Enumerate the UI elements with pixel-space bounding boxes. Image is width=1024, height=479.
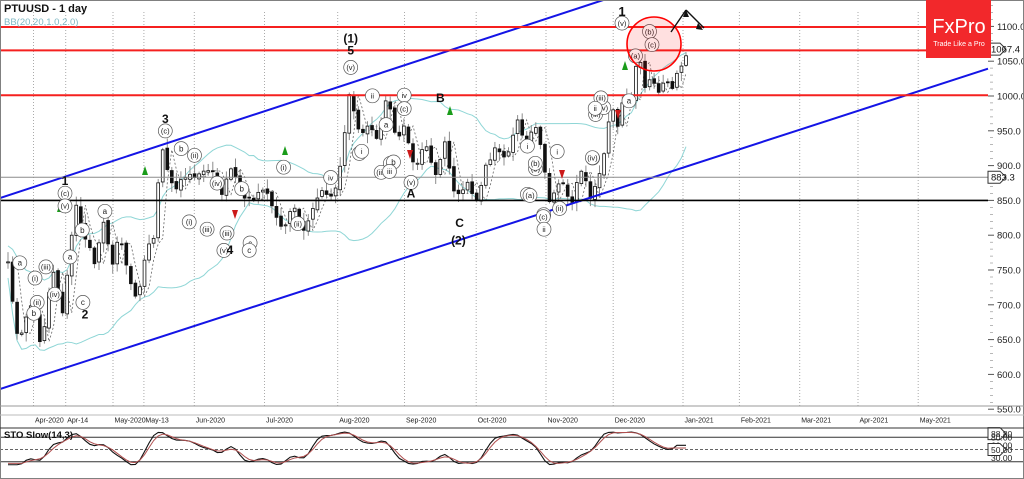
- svg-text:Jul-2020: Jul-2020: [266, 418, 293, 425]
- svg-text:a: a: [384, 120, 389, 129]
- svg-text:1000.0: 1000.0: [997, 92, 1024, 103]
- svg-text:(iii): (iii): [222, 229, 232, 238]
- svg-text:1050.0: 1050.0: [997, 57, 1024, 68]
- svg-text:iv: iv: [328, 173, 334, 182]
- svg-text:(b): (b): [531, 159, 541, 168]
- svg-text:(ii): (ii): [294, 219, 303, 228]
- svg-text:1: 1: [618, 4, 625, 19]
- svg-text:(c): (c): [161, 127, 170, 136]
- svg-text:650.0: 650.0: [997, 335, 1021, 346]
- svg-text:Aug-2020: Aug-2020: [339, 418, 369, 425]
- svg-text:5: 5: [347, 44, 354, 58]
- svg-text:1067.4: 1067.4: [991, 44, 1020, 55]
- svg-text:May-2020: May-2020: [115, 418, 146, 425]
- svg-text:Jan-2021: Jan-2021: [685, 418, 714, 425]
- svg-text:b: b: [179, 144, 184, 153]
- svg-text:4: 4: [227, 243, 234, 257]
- svg-text:ii: ii: [542, 225, 546, 234]
- svg-text:BB(20,20,1.0,2.0): BB(20,20,1.0,2.0): [4, 17, 78, 28]
- svg-text:b: b: [32, 309, 37, 318]
- svg-text:Jun-2020: Jun-2020: [196, 418, 225, 425]
- svg-text:(c): (c): [61, 189, 70, 198]
- svg-text:C: C: [455, 216, 464, 230]
- svg-text:Feb-2021: Feb-2021: [741, 418, 771, 425]
- svg-text:900.0: 900.0: [997, 161, 1021, 172]
- svg-text:Sep-2020: Sep-2020: [406, 418, 436, 425]
- svg-text:a: a: [627, 97, 632, 106]
- svg-text:iii: iii: [387, 167, 392, 176]
- svg-text:(iv): (iv): [49, 290, 60, 299]
- svg-text:Apr-14: Apr-14: [67, 418, 88, 425]
- svg-text:850.0: 850.0: [997, 196, 1021, 207]
- svg-text:(iv): (iv): [587, 154, 598, 163]
- svg-text:FxPro: FxPro: [932, 16, 985, 38]
- svg-text:(a): (a): [525, 191, 535, 200]
- svg-text:2: 2: [82, 308, 89, 322]
- svg-text:b: b: [239, 185, 244, 194]
- svg-text:(v): (v): [61, 202, 70, 211]
- svg-text:(i): (i): [280, 163, 287, 172]
- svg-text:c: c: [247, 246, 251, 255]
- svg-text:a: a: [103, 207, 108, 216]
- svg-text:883.3: 883.3: [991, 173, 1015, 184]
- svg-text:800.0: 800.0: [997, 231, 1021, 242]
- svg-text:750.0: 750.0: [997, 266, 1021, 277]
- svg-text:(c): (c): [539, 212, 548, 221]
- svg-text:(v): (v): [346, 63, 355, 72]
- svg-text:(2): (2): [451, 234, 466, 248]
- svg-text:600.0: 600.0: [997, 370, 1021, 381]
- svg-text:Apr-2021: Apr-2021: [860, 418, 889, 425]
- svg-text:PTUUSD - 1 day: PTUUSD - 1 day: [4, 3, 88, 15]
- svg-text:Dec-2020: Dec-2020: [615, 418, 645, 425]
- svg-text:30.00: 30.00: [991, 453, 1013, 463]
- svg-text:(ii): (ii): [33, 298, 42, 307]
- svg-text:Mar-2021: Mar-2021: [801, 418, 831, 425]
- svg-text:May-13: May-13: [145, 418, 168, 425]
- svg-text:Trade Like a Pro: Trade Like a Pro: [933, 41, 985, 48]
- svg-text:Apr-2020: Apr-2020: [35, 418, 64, 425]
- svg-text:May-2021: May-2021: [920, 418, 951, 425]
- svg-text:STO Slow(14,3): STO Slow(14,3): [4, 430, 73, 441]
- svg-text:(i): (i): [186, 218, 193, 227]
- svg-text:700.0: 700.0: [997, 300, 1021, 311]
- svg-text:950.0: 950.0: [997, 126, 1021, 137]
- svg-text:ii: ii: [594, 104, 598, 113]
- svg-text:a: a: [18, 259, 23, 268]
- svg-text:(iii): (iii): [202, 225, 212, 234]
- svg-text:(iii): (iii): [41, 263, 51, 272]
- svg-text:(v): (v): [618, 19, 627, 28]
- svg-text:a: a: [68, 253, 73, 262]
- svg-text:ii: ii: [371, 92, 375, 101]
- svg-text:A: A: [407, 187, 416, 201]
- svg-text:(ii): (ii): [555, 204, 564, 213]
- svg-text:iv: iv: [401, 91, 407, 100]
- svg-text:(i): (i): [32, 274, 39, 283]
- svg-text:B: B: [436, 91, 445, 105]
- svg-text:1100.0: 1100.0: [997, 22, 1024, 33]
- svg-text:(iv): (iv): [212, 179, 223, 188]
- svg-text:(c): (c): [400, 104, 409, 113]
- svg-text:(ii): (ii): [190, 151, 199, 160]
- svg-text:Nov-2020: Nov-2020: [548, 418, 578, 425]
- svg-text:Oct-2020: Oct-2020: [478, 418, 507, 425]
- svg-text:c: c: [81, 298, 85, 307]
- svg-text:b: b: [80, 226, 85, 235]
